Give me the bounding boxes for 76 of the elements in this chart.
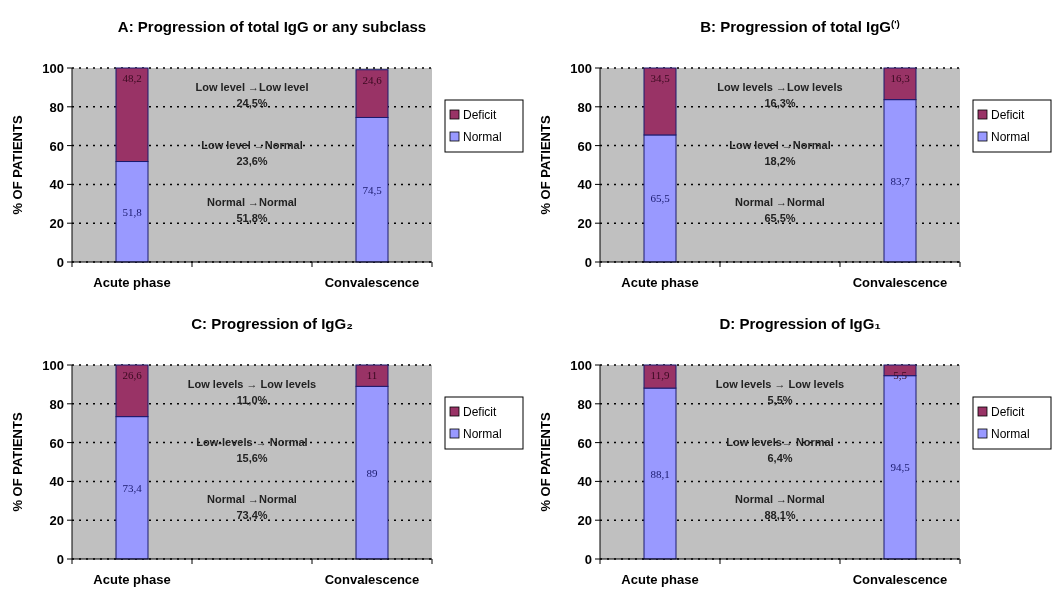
data-label: 88,1 [650, 467, 670, 480]
legend-label: Deficit [463, 108, 498, 122]
y-tick-label: 80 [49, 396, 64, 412]
data-label: 73,4 [122, 481, 143, 494]
y-tick-label: 60 [577, 435, 592, 451]
x-tick-label: Convalescence [852, 572, 948, 587]
y-axis-title: % OF PATIENTS [10, 115, 25, 215]
legend-label: Deficit [991, 405, 1026, 419]
legend-label: Normal [991, 130, 1030, 144]
data-label: 83,7 [890, 174, 911, 187]
y-tick-label: 20 [49, 216, 64, 232]
y-tick-label: 0 [584, 552, 592, 567]
y-tick-label: 40 [577, 177, 592, 193]
y-axis-title: % OF PATIENTS [538, 412, 553, 512]
annotation: Low levels →Low levels 16,3% [717, 81, 843, 110]
data-label: 26,6 [122, 369, 143, 381]
y-tick-label: 40 [49, 177, 64, 193]
y-tick-label: 20 [49, 513, 64, 529]
data-label: 11,9 [650, 369, 670, 381]
x-tick-label: Acute phase [621, 275, 699, 290]
legend-label: Normal [463, 130, 502, 144]
y-tick-label: 40 [49, 474, 64, 490]
x-tick-label: Acute phase [93, 572, 171, 587]
annotation: Low levels → Low levels 5,5% [715, 378, 845, 407]
chart-title: C: Progression of IgG₂ [191, 315, 353, 332]
y-axis-title: % OF PATIENTS [538, 115, 553, 215]
data-label: 74,5 [362, 183, 383, 196]
x-tick-label: Acute phase [621, 572, 699, 587]
y-tick-label: 0 [56, 552, 64, 567]
legend-label: Normal [991, 427, 1030, 441]
chart-title: B: Progression of total IgG$^{(')}$ [700, 17, 900, 35]
data-label: 65,5 [650, 192, 671, 205]
legend-label: Deficit [991, 108, 1026, 122]
y-tick-label: 80 [49, 99, 64, 115]
y-tick-label: 80 [577, 99, 592, 115]
data-label: 94,5 [890, 461, 911, 474]
y-tick-label: 100 [570, 61, 592, 76]
data-label: 89 [366, 466, 378, 479]
data-label: 24,6 [362, 73, 383, 86]
y-tick-label: 100 [570, 358, 592, 373]
data-label: 5,5 [893, 369, 908, 381]
annotation: Low levels → Low levels 11,0% [187, 378, 317, 407]
data-label: 11 [366, 369, 378, 381]
data-label: 48,2 [122, 72, 142, 84]
annotation: Low level →Normal 18,2% [729, 139, 831, 168]
annotation: Low level →Low level 24,5% [195, 81, 309, 110]
y-tick-label: 60 [577, 138, 592, 154]
annotation: Normal →Normal 73,4% [207, 492, 297, 521]
x-tick-label: Convalescence [324, 275, 420, 290]
y-tick-label: 0 [56, 255, 64, 270]
data-label: 34,5 [650, 72, 671, 84]
y-tick-label: 80 [577, 396, 592, 412]
annotation: Low-levels → Normal 15,6% [196, 436, 308, 465]
legend-label: Normal [463, 427, 502, 441]
y-tick-label: 100 [42, 61, 64, 76]
annotation: Normal →Normal 65,5% [735, 195, 825, 224]
y-tick-label: 0 [584, 255, 592, 270]
chart-title: A: Progression of total IgG or any subclass [117, 18, 427, 35]
y-tick-label: 60 [49, 138, 64, 154]
annotation: Normal →Normal 51,8% [207, 195, 297, 224]
y-tick-label: 20 [577, 216, 592, 232]
y-tick-label: 20 [577, 513, 592, 529]
y-tick-label: 40 [577, 474, 592, 490]
x-tick-label: Convalescence [324, 572, 420, 587]
y-tick-label: 60 [49, 435, 64, 451]
annotation: Normal →Normal 88,1% [735, 492, 825, 521]
x-tick-label: Convalescence [852, 275, 948, 290]
y-axis-title: % OF PATIENTS [10, 412, 25, 512]
x-tick-label: Acute phase [93, 275, 171, 290]
data-label: 51,8 [122, 205, 143, 218]
chart-title: D: Progression of IgG₁ [719, 315, 881, 332]
annotation: Low level →Normal 23,6% [201, 139, 303, 168]
annotation: Low levels→ Normal 6,4% [726, 436, 834, 465]
y-tick-label: 100 [42, 358, 64, 373]
data-label: 16,3 [890, 72, 911, 84]
legend-label: Deficit [463, 405, 498, 419]
